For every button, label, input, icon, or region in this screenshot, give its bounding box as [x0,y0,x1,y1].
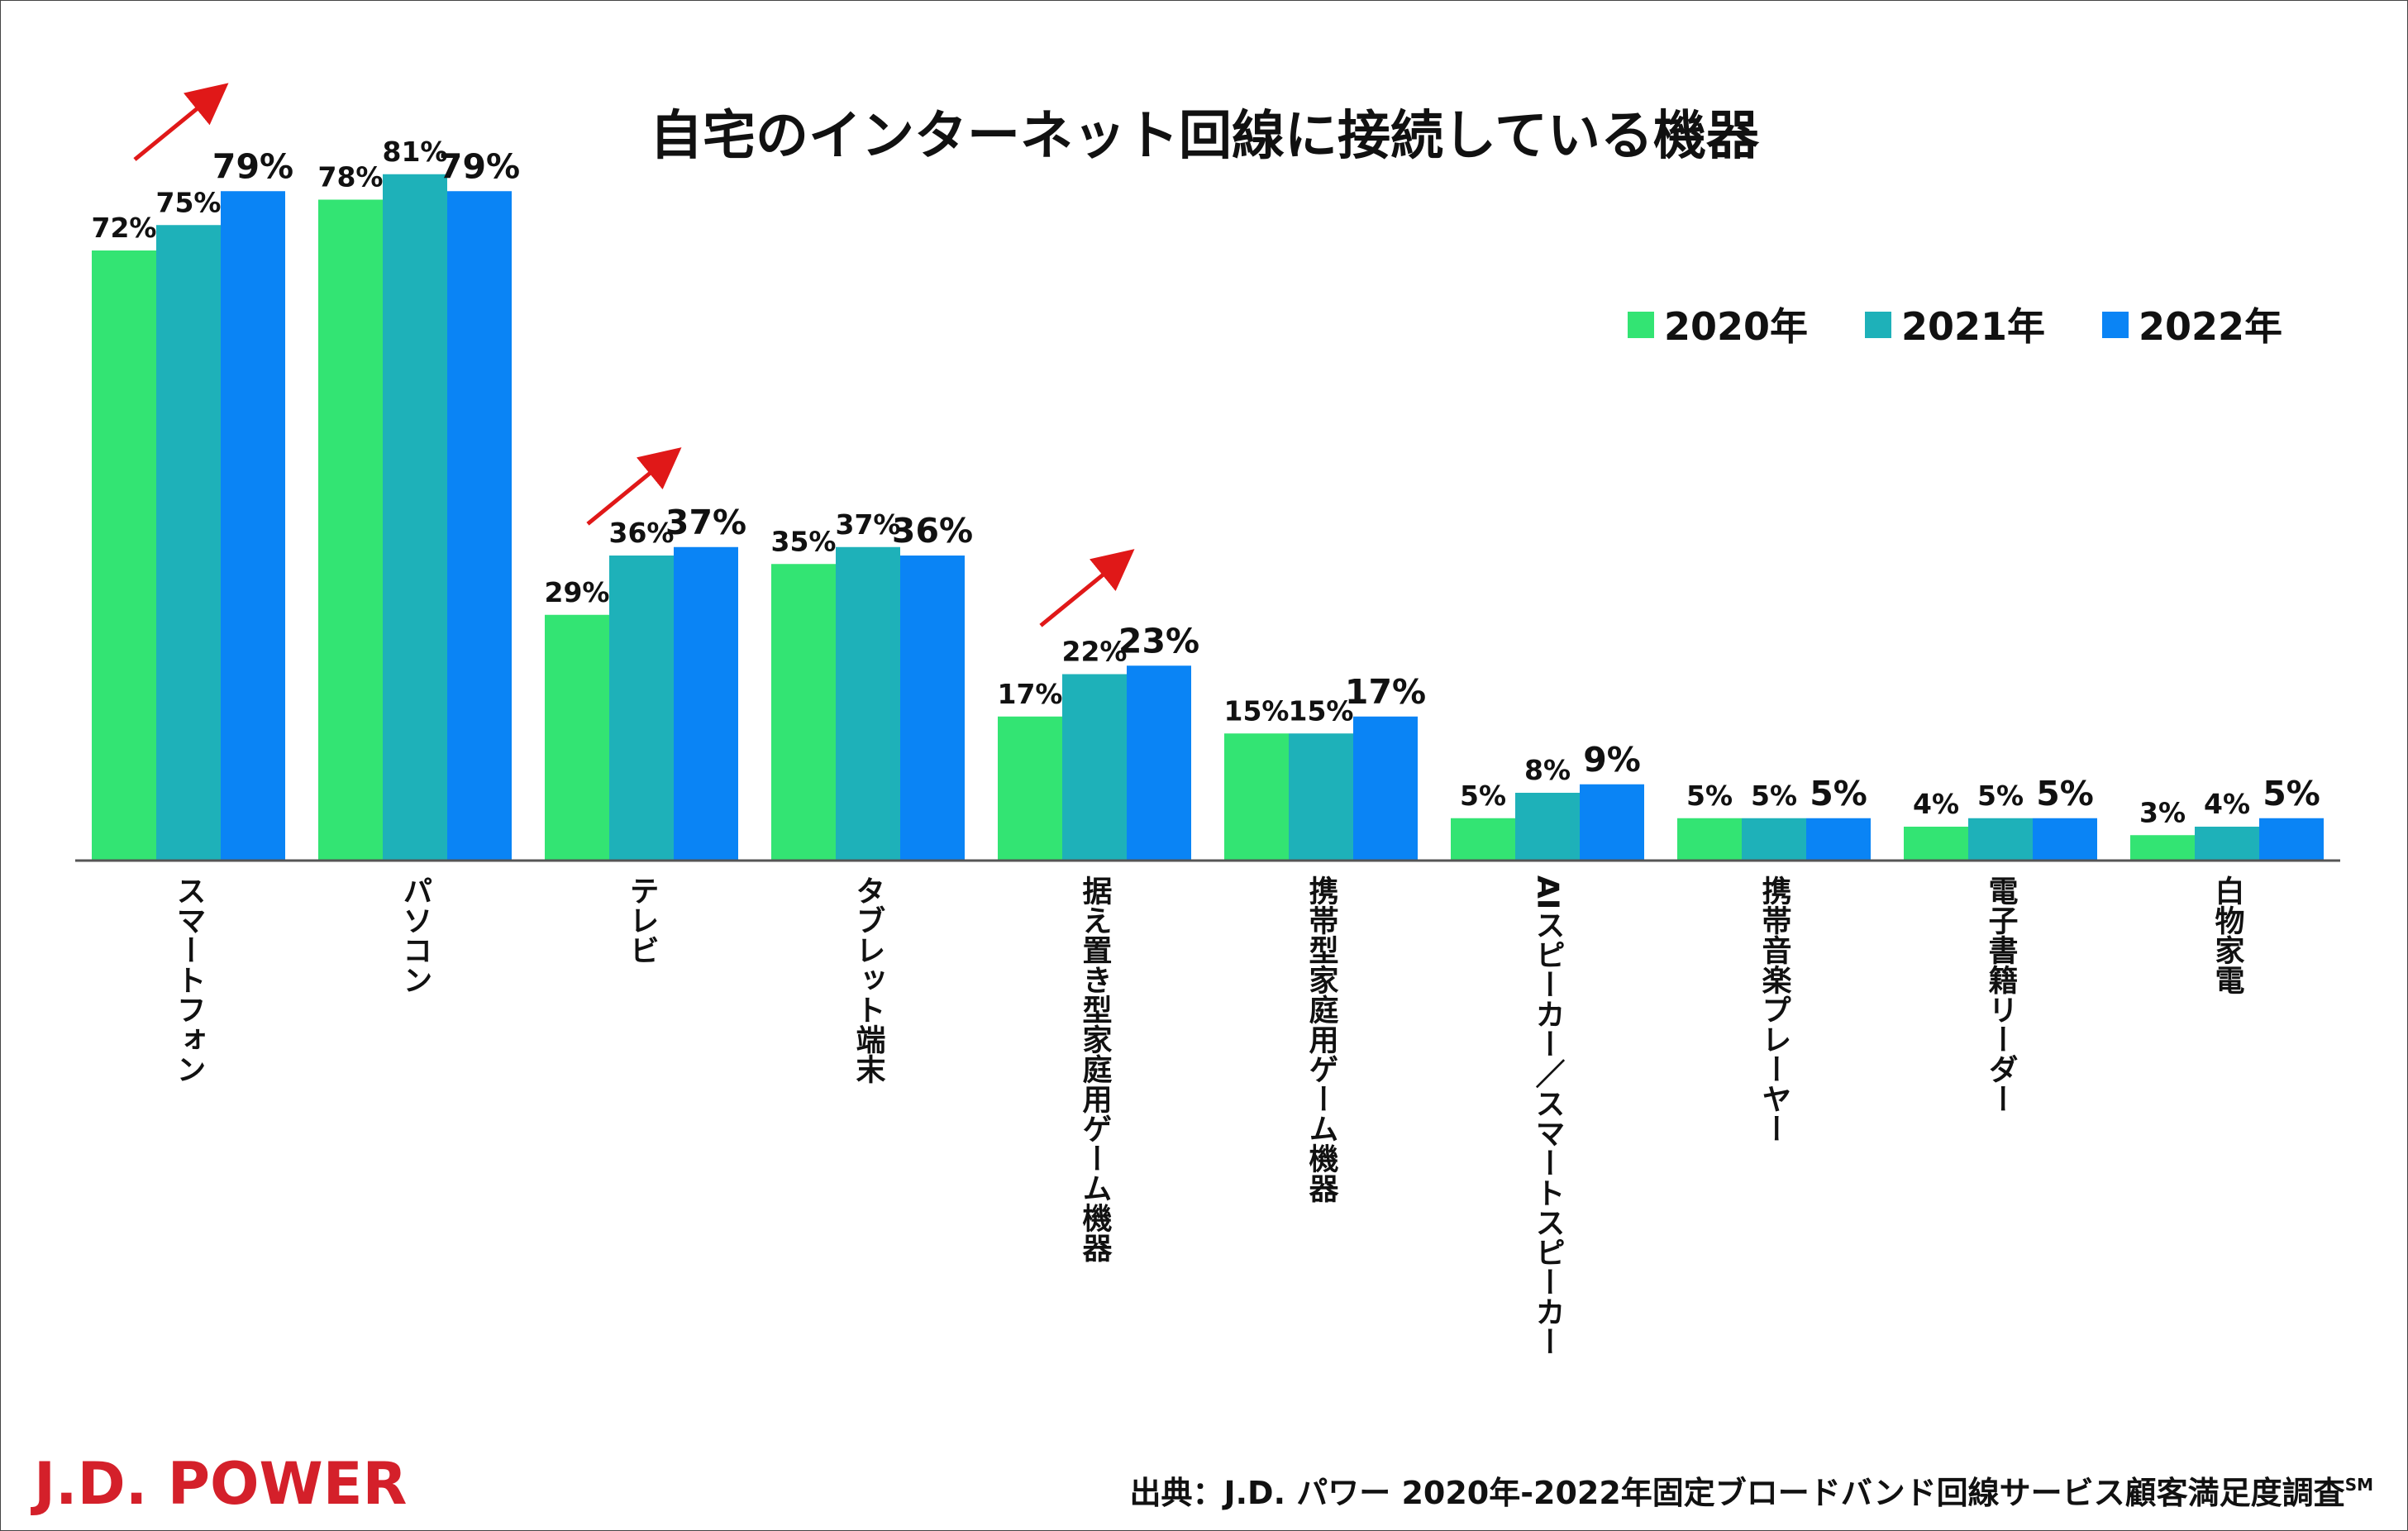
bar-2022年-据え置き型家庭用ゲーム機器 [1127,665,1191,861]
data-label-2021年-電子書籍リーダー: 5% [1977,780,2024,812]
bar-2022年-スマートフォン [221,191,285,861]
data-label-2022年-AIスピーカー／スマートスピーカー: 9% [1583,740,1641,780]
bar-2022年-タブレット端末 [900,556,965,861]
data-label-2020年-パソコン: 78% [318,161,384,193]
bar-2022年-テレビ [674,546,738,861]
bar-2020年-携帯音楽プレーヤー [1677,818,1742,861]
bar-2020年-電子書籍リーダー [1904,827,1968,861]
category-label-9: 電子書籍リーダー [1984,875,2019,1114]
data-label-2021年-AIスピーカー／スマートスピーカー: 8% [1524,754,1571,786]
trend-arrow-1 [133,83,229,161]
data-label-2022年-タブレット端末: 36% [892,511,973,551]
bar-2022年-携帯音楽プレーヤー [1806,818,1871,861]
category-label-2: パソコン [398,875,432,994]
bar-2022年-AIスピーカー／スマートスピーカー [1580,784,1644,861]
data-label-2021年-携帯音楽プレーヤー: 5% [1751,780,1797,812]
data-label-2021年-タブレット端末: 37% [836,508,901,541]
legend-label-2022年: 2022年 [2139,304,2282,349]
data-label-2022年-テレビ: 37% [665,503,746,542]
bar-2022年-携帯型家庭用ゲーム機器 [1353,716,1418,861]
source-note: 出典：J.D. パワー 2020年-2022年固定ブロードバンド回線サービス顧客… [1129,1475,2373,1511]
data-label-2020年-タブレット端末: 35% [771,525,837,557]
data-label-2022年-携帯音楽プレーヤー: 5% [1810,774,1867,813]
trend-arrow-5 [1039,549,1135,627]
legend-label-2020年: 2020年 [1664,304,1808,349]
data-label-2021年-白物家電: 4% [2204,788,2250,820]
bar-2021年-AIスピーカー／スマートスピーカー [1515,793,1580,861]
bar-2020年-スマートフォン [92,250,156,861]
trend-arrow-3 [586,447,682,526]
data-label-2022年-スマートフォン: 79% [212,146,293,186]
bar-2021年-携帯音楽プレーヤー [1742,818,1806,861]
legend-swatch-2020年 [1628,312,1654,338]
category-label-8: 携帯音楽プレーヤー [1757,875,1792,1143]
data-label-2020年-AIスピーカー／スマートスピーカー: 5% [1460,780,1506,812]
data-label-2020年-白物家電: 3% [2139,796,2186,828]
bar-2021年-据え置き型家庭用ゲーム機器 [1062,674,1127,861]
category-label-10: 白物家電 [2210,875,2245,994]
category-label-4: タブレット端末 [851,875,886,1084]
data-label-2022年-据え置き型家庭用ゲーム機器: 23% [1118,621,1199,661]
data-label-2022年-電子書籍リーダー: 5% [2036,774,2094,813]
data-label-2020年-スマートフォン: 72% [92,212,157,244]
data-label-2022年-白物家電: 5% [2263,774,2320,813]
bar-2021年-電子書籍リーダー [1968,818,2033,861]
bar-2021年-スマートフォン [156,225,221,861]
category-label-5: 据え置き型家庭用ゲーム機器 [1078,875,1113,1262]
bar-2020年-据え置き型家庭用ゲーム機器 [998,716,1062,861]
source-mark: SM [2345,1475,2373,1495]
data-label-2021年-パソコン: 81% [383,136,448,168]
bar-2020年-白物家電 [2130,835,2195,861]
bar-2020年-AIスピーカー／スマートスピーカー [1451,818,1515,861]
source-text: 出典：J.D. パワー 2020年-2022年固定ブロードバンド回線サービス顧客… [1129,1475,2344,1511]
bar-2020年-タブレット端末 [771,564,836,861]
category-label-3: テレビ [625,875,659,965]
bar-2022年-白物家電 [2259,818,2324,861]
legend-swatch-2022年 [2102,312,2129,338]
legend-swatch-2021年 [1865,312,1891,338]
bar-2021年-白物家電 [2195,827,2259,861]
data-label-2020年-携帯型家庭用ゲーム機器: 15% [1224,694,1290,727]
data-label-2022年-携帯型家庭用ゲーム機器: 17% [1345,672,1426,712]
bar-2020年-パソコン [318,199,383,861]
data-label-2021年-スマートフォン: 75% [156,186,222,218]
data-label-2021年-据え置き型家庭用ゲーム機器: 22% [1062,636,1128,668]
bar-2020年-携帯型家庭用ゲーム機器 [1224,733,1289,861]
category-label-6: 携帯型家庭用ゲーム機器 [1304,875,1339,1203]
bar-2021年-テレビ [609,556,674,861]
bar-2022年-電子書籍リーダー [2033,818,2097,861]
bar-2021年-携帯型家庭用ゲーム機器 [1289,733,1353,861]
bar-2021年-パソコン [383,174,447,861]
legend-label-2021年: 2021年 [1901,304,2045,349]
jd-power-logo: J.D. POWER [31,1450,407,1518]
data-label-2020年-テレビ: 29% [545,576,610,608]
legend: 2020年 2021年 2022年 [1628,304,2282,349]
bar-2021年-タブレット端末 [836,546,900,861]
bar-2020年-テレビ [545,614,609,861]
category-label-1: スマートフォン [172,875,206,1084]
data-label-2020年-電子書籍リーダー: 4% [1913,788,1959,820]
data-label-2020年-据え置き型家庭用ゲーム機器: 17% [998,678,1063,710]
data-label-2022年-パソコン: 79% [439,146,520,186]
chart-title: 自宅のインターネット回線に接続している機器 [650,106,1760,167]
data-label-2020年-携帯音楽プレーヤー: 5% [1686,780,1733,812]
data-label-2021年-テレビ: 36% [609,517,675,549]
bar-2022年-パソコン [447,191,512,861]
data-label-2021年-携帯型家庭用ゲーム機器: 15% [1289,694,1354,727]
category-label-7: AIスピーカー／スマートスピーカー [1531,875,1566,1356]
